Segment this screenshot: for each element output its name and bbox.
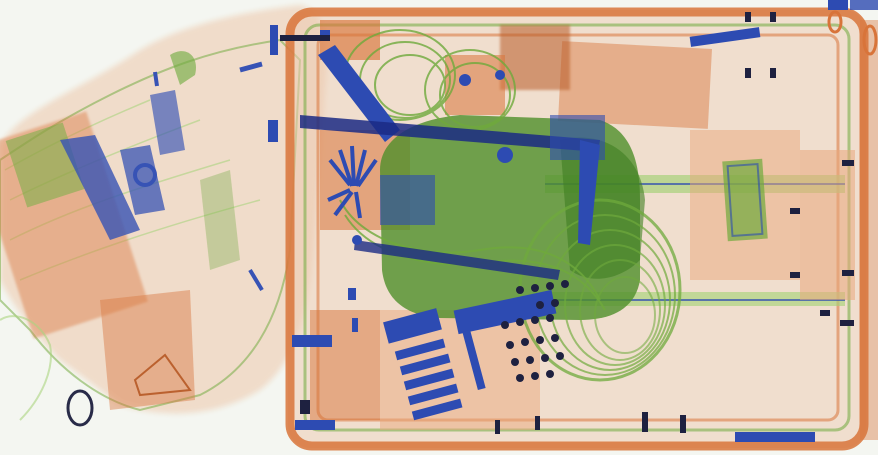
right-edge-parts bbox=[827, 0, 878, 56]
metal-objects bbox=[268, 0, 854, 442]
